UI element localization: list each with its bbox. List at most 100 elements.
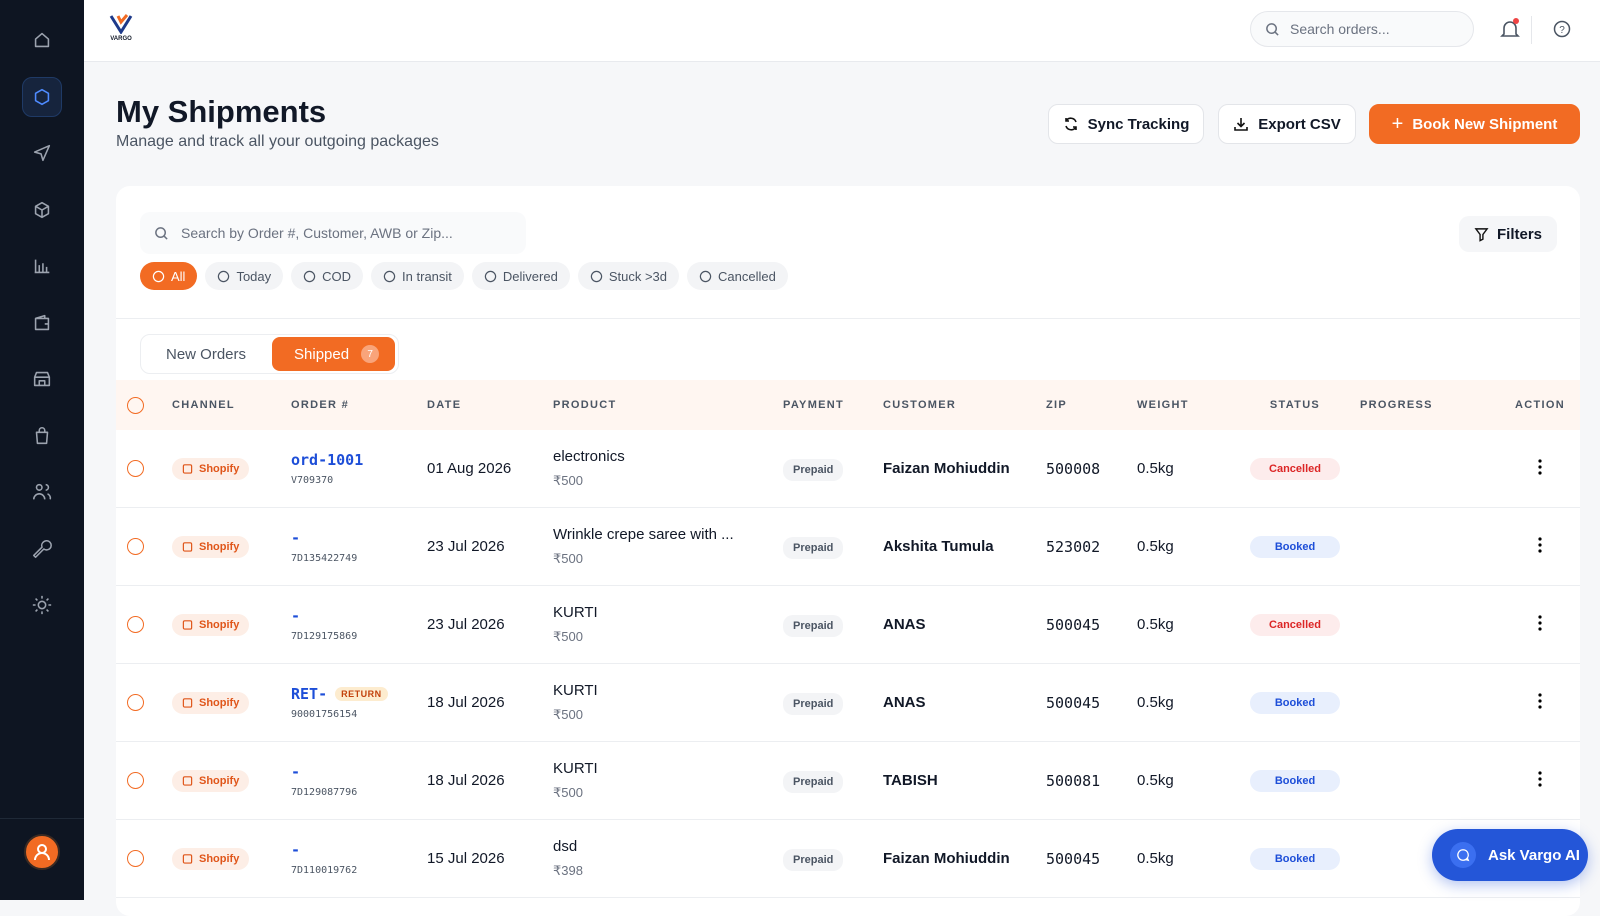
nav-icon[interactable] [22, 20, 62, 60]
filter-chip[interactable]: Cancelled [687, 262, 788, 290]
filter-chip[interactable]: In transit [371, 262, 464, 290]
select-all[interactable] [127, 396, 144, 414]
tabs: New Orders Shipped 7 [140, 334, 400, 374]
zip: 500008 [1046, 459, 1101, 478]
row-select[interactable] [127, 538, 144, 555]
nav-icon[interactable] [22, 416, 62, 456]
column-header: PRODUCT [553, 399, 617, 411]
payment: Prepaid [783, 537, 844, 559]
divider [1531, 16, 1532, 44]
cell: KURTI ₹500 [553, 682, 783, 723]
row-select[interactable] [127, 772, 144, 789]
filter-chip[interactable]: Stuck >3d [577, 262, 680, 290]
tab-active[interactable]: Shipped 7 [272, 337, 396, 371]
order-line: - [291, 529, 427, 547]
cell: Prepaid [783, 771, 883, 793]
nav-icon[interactable] [22, 472, 62, 512]
nav-icon[interactable] [22, 190, 62, 230]
weight: 0.5kg [1137, 772, 1174, 789]
row-menu[interactable] [1538, 614, 1542, 635]
order-id[interactable]: - [291, 529, 301, 547]
logo-text: VARGO [110, 36, 132, 42]
label: Sync Tracking [1087, 115, 1190, 133]
nav-icon[interactable] [22, 76, 62, 117]
zip: 500081 [1046, 771, 1101, 790]
zip: 500045 [1046, 849, 1101, 868]
notification-icon[interactable] [1499, 18, 1521, 42]
status: Booked [1250, 769, 1340, 792]
payment: Prepaid [783, 849, 844, 871]
nav-icon[interactable] [22, 133, 62, 173]
divider [0, 818, 84, 819]
order-line: ord-1001 [291, 451, 427, 469]
cell: Prepaid [783, 537, 883, 559]
chip-label: Cancelled [718, 268, 776, 284]
row-menu[interactable] [1538, 458, 1542, 479]
book-button[interactable]: + Book New Shipment [1369, 104, 1580, 144]
cell [116, 772, 172, 789]
nav-icon[interactable] [22, 529, 62, 569]
row-select[interactable] [127, 850, 144, 867]
product: dsd [553, 838, 578, 855]
filters-button[interactable]: Filters [1459, 216, 1557, 252]
zip: 523002 [1046, 537, 1101, 556]
awb: 7D110019762 [291, 865, 358, 876]
awb: 7D129087796 [291, 787, 358, 798]
export-button[interactable]: Export CSV [1218, 104, 1356, 144]
ai-button[interactable]: Ask Vargo AI [1432, 829, 1588, 881]
filter-chip[interactable]: Today [205, 262, 284, 290]
row-select[interactable] [127, 460, 144, 477]
cell: Prepaid [783, 459, 883, 481]
filter-chip[interactable]: COD [291, 262, 364, 290]
row-select[interactable] [127, 616, 144, 633]
nav-icon[interactable] [22, 359, 62, 399]
row-menu[interactable] [1538, 692, 1542, 713]
help-icon[interactable]: ? [1553, 20, 1571, 38]
avatar[interactable] [24, 834, 60, 870]
price: ₹500 [553, 629, 583, 644]
global-search[interactable]: Search orders... [1250, 11, 1474, 47]
payment: Prepaid [783, 693, 844, 715]
status: Booked [1250, 535, 1340, 558]
column-header: DATE [427, 399, 462, 411]
filter-chip[interactable]: Delivered [471, 262, 570, 290]
label: Ask Vargo AI [1488, 846, 1580, 864]
channel: Shopify [199, 540, 240, 553]
awb: 7D135422749 [291, 553, 358, 564]
price: ₹500 [553, 785, 583, 800]
nav-icon[interactable] [22, 303, 62, 343]
sidebar [0, 0, 84, 900]
row-select[interactable] [127, 694, 144, 711]
cell: RET- RETURN 90001756154 [291, 685, 427, 720]
row-menu[interactable] [1538, 536, 1542, 557]
order-id[interactable]: RET- [291, 685, 328, 703]
chip-bar: All Today COD In transit Delivered Stuck >3d C… [140, 262, 788, 290]
row-menu[interactable] [1538, 770, 1542, 791]
product: KURTI [553, 604, 598, 621]
logo: VARGO [106, 14, 136, 42]
nav-icon[interactable] [22, 246, 62, 286]
cell: Cancelled [1230, 613, 1360, 636]
column-header: CHANNEL [172, 399, 235, 411]
nav-icon[interactable] [22, 585, 62, 625]
cell [1500, 692, 1580, 713]
cell [1500, 458, 1580, 479]
sync-button[interactable]: Sync Tracking [1048, 104, 1204, 144]
cell: Booked [1230, 535, 1360, 558]
order-line: RET- RETURN [291, 685, 427, 703]
order-id[interactable]: ord-1001 [291, 451, 364, 469]
filter-chip[interactable]: All [140, 262, 198, 290]
awb: 7D129175869 [291, 631, 358, 642]
table-row: Shopify - 7D129175869 23 Jul 2026 KURTI ₹500 P… [116, 586, 1580, 664]
order-id[interactable]: - [291, 607, 301, 625]
order-id[interactable]: - [291, 763, 301, 781]
cell [116, 460, 172, 477]
cell: Shopify [172, 535, 291, 558]
awb: 90001756154 [291, 709, 358, 720]
table-search[interactable]: Search by Order #, Customer, AWB or Zip.… [140, 212, 526, 254]
cell: Shopify [172, 691, 291, 714]
tab[interactable]: New Orders [166, 345, 247, 363]
column-header: STATUS [1269, 399, 1321, 411]
channel-badge: Shopify [172, 535, 250, 558]
order-id[interactable]: - [291, 841, 301, 859]
